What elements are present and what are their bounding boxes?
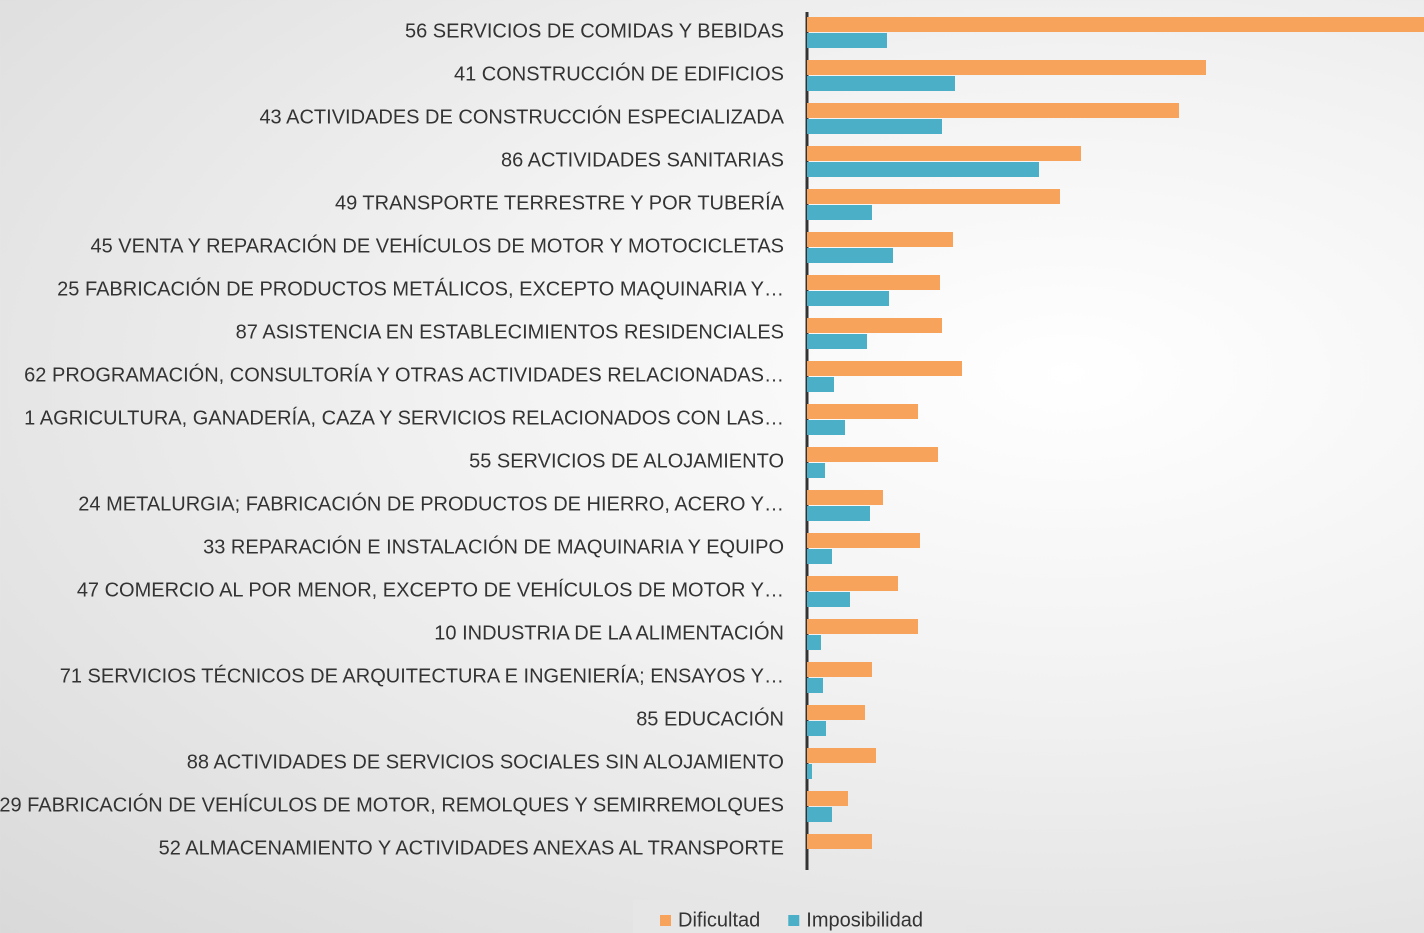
y-tick-label: 62 PROGRAMACIÓN, CONSULTORÍA Y OTRAS ACT… <box>24 363 784 386</box>
y-tick-label: 49 TRANSPORTE TERRESTRE Y POR TUBERÍA <box>335 191 785 214</box>
y-tick-label: 41 CONSTRUCCIÓN DE EDIFICIOS <box>454 62 784 85</box>
y-tick-label: 43 ACTIVIDADES DE CONSTRUCCIÓN ESPECIALI… <box>259 105 784 128</box>
bar <box>807 705 865 720</box>
y-tick-label: 88 ACTIVIDADES DE SERVICIOS SOCIALES SIN… <box>187 751 784 773</box>
bar <box>807 377 834 392</box>
y-tick-label: 47 COMERCIO AL POR MENOR, EXCEPTO DE VEH… <box>77 578 784 601</box>
bar <box>807 533 920 548</box>
bar <box>807 146 1081 161</box>
bar <box>807 506 870 521</box>
bar <box>807 447 938 462</box>
legend-swatch <box>660 915 671 926</box>
bar <box>807 248 893 263</box>
bar <box>807 17 1424 32</box>
bar <box>807 463 825 478</box>
bar <box>807 291 889 306</box>
bar <box>807 361 962 376</box>
y-tick-label: 56 SERVICIOS DE COMIDAS Y BEBIDAS <box>405 20 784 42</box>
y-tick-label: 1 AGRICULTURA, GANADERÍA, CAZA Y SERVICI… <box>24 406 784 429</box>
bar <box>807 635 821 650</box>
bar <box>807 549 832 564</box>
legend-swatch <box>788 915 800 926</box>
y-tick-label: 25 FABRICACIÓN DE PRODUCTOS METÁLICOS, E… <box>57 277 784 300</box>
bar <box>807 189 1060 204</box>
bar <box>807 162 1039 177</box>
bar <box>807 76 955 91</box>
bar <box>807 576 898 591</box>
bar <box>807 678 823 693</box>
bar <box>807 748 876 763</box>
bar <box>807 103 1179 118</box>
bar <box>807 33 887 48</box>
legend-label: Imposibilidad <box>806 909 923 931</box>
bar <box>807 619 918 634</box>
bar <box>807 60 1206 75</box>
bar <box>807 791 848 806</box>
y-tick-label: 33 REPARACIÓN E INSTALACIÓN DE MAQUINARI… <box>203 535 784 558</box>
bar <box>807 334 867 349</box>
bar <box>807 420 845 435</box>
bar <box>807 721 826 736</box>
bar <box>807 318 942 333</box>
bar <box>807 275 940 290</box>
bar <box>807 662 872 677</box>
legend-label: Dificultad <box>678 909 760 931</box>
legend-box <box>633 900 966 933</box>
y-tick-label: 24 METALURGIA; FABRICACIÓN DE PRODUCTOS … <box>78 492 784 515</box>
y-tick-label: 45 VENTA Y REPARACIÓN DE VEHÍCULOS DE MO… <box>90 234 784 257</box>
bar <box>807 404 918 419</box>
y-tick-label: 71 SERVICIOS TÉCNICOS DE ARQUITECTURA E … <box>60 664 784 687</box>
bar <box>807 834 872 849</box>
bar <box>807 592 850 607</box>
y-tick-label: 52 ALMACENAMIENTO Y ACTIVIDADES ANEXAS A… <box>159 837 784 859</box>
y-tick-label: 10 INDUSTRIA DE LA ALIMENTACIÓN <box>434 621 784 644</box>
bar <box>807 764 812 779</box>
y-tick-label: 55 SERVICIOS DE ALOJAMIENTO <box>469 450 784 472</box>
bar <box>807 490 883 505</box>
y-tick-label: 87 ASISTENCIA EN ESTABLECIMIENTOS RESIDE… <box>236 321 784 343</box>
bar <box>807 205 872 220</box>
bar <box>807 232 953 247</box>
y-tick-label: 85 EDUCACIÓN <box>636 707 784 730</box>
y-tick-label: 86 ACTIVIDADES SANITARIAS <box>501 149 784 171</box>
bar <box>807 119 942 134</box>
bar <box>807 807 832 822</box>
y-tick-label: 29 FABRICACIÓN DE VEHÍCULOS DE MOTOR, RE… <box>0 793 784 816</box>
